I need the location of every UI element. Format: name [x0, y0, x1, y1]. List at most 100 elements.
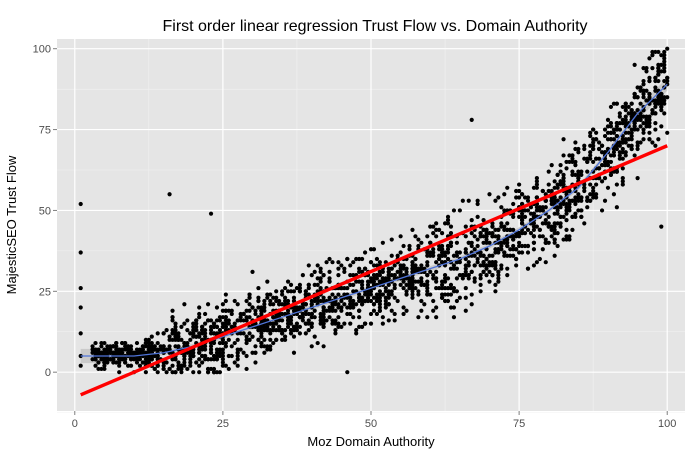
data-point	[617, 114, 622, 119]
data-point	[339, 324, 344, 329]
data-point	[608, 104, 614, 110]
data-point	[564, 211, 569, 216]
data-point	[641, 121, 646, 126]
data-point	[620, 121, 625, 126]
data-point	[146, 340, 151, 346]
data-point	[389, 253, 394, 258]
data-point	[247, 308, 252, 313]
data-point	[194, 321, 199, 326]
data-point	[425, 315, 430, 320]
data-point	[528, 230, 534, 236]
data-point	[386, 276, 391, 281]
data-point	[155, 370, 160, 375]
data-point	[294, 305, 300, 310]
data-point	[428, 240, 433, 245]
data-point	[203, 334, 208, 339]
data-point	[392, 318, 397, 323]
data-point	[419, 282, 424, 287]
data-point	[365, 282, 371, 287]
data-point	[519, 218, 525, 223]
data-point	[380, 269, 385, 274]
data-point	[629, 127, 634, 132]
data-point	[188, 360, 193, 365]
data-point	[558, 205, 563, 210]
data-point	[531, 211, 537, 216]
data-point	[514, 234, 519, 239]
data-point	[419, 263, 424, 268]
data-point	[182, 360, 187, 365]
data-point	[223, 308, 228, 313]
data-point	[312, 282, 317, 287]
data-point	[546, 240, 551, 245]
data-point	[256, 305, 261, 310]
data-point	[78, 331, 83, 336]
data-point	[588, 182, 593, 187]
data-point	[371, 295, 377, 300]
data-point	[185, 328, 190, 333]
data-point	[155, 363, 160, 368]
data-point	[517, 195, 522, 200]
data-point	[662, 66, 667, 71]
data-point	[608, 159, 614, 165]
data-point	[90, 350, 95, 355]
data-point	[354, 256, 359, 262]
data-point	[262, 308, 267, 313]
data-point	[111, 344, 116, 349]
data-point	[146, 347, 151, 352]
data-point	[194, 318, 199, 323]
data-point	[327, 279, 332, 284]
data-point	[102, 347, 107, 352]
data-point	[505, 240, 510, 245]
data-point	[324, 308, 329, 313]
data-point	[620, 137, 625, 142]
data-point	[395, 269, 400, 274]
data-point	[365, 295, 371, 300]
data-point	[594, 195, 599, 200]
data-point	[217, 328, 223, 333]
data-point	[570, 159, 575, 165]
data-point	[422, 282, 427, 287]
data-point	[431, 308, 436, 313]
data-point	[327, 269, 332, 274]
data-point	[543, 221, 548, 226]
data-point	[475, 214, 480, 220]
data-point	[241, 331, 246, 336]
data-point	[191, 334, 196, 339]
data-point	[454, 266, 460, 271]
data-point	[191, 350, 196, 355]
data-point	[143, 370, 148, 375]
data-point	[244, 315, 249, 320]
data-point	[401, 305, 406, 310]
data-point	[182, 340, 187, 346]
data-point	[463, 263, 468, 268]
data-point	[644, 121, 649, 126]
data-point	[552, 211, 557, 216]
data-point	[434, 234, 439, 239]
data-point	[605, 163, 611, 168]
data-point	[582, 188, 587, 194]
data-point	[354, 302, 359, 307]
data-point	[197, 363, 202, 368]
data-point	[365, 298, 371, 304]
data-point	[371, 263, 377, 268]
data-point	[134, 347, 140, 352]
data-point	[99, 344, 104, 349]
data-point	[502, 227, 507, 232]
data-point	[478, 234, 483, 239]
data-point	[268, 344, 273, 349]
data-point	[434, 260, 439, 265]
data-point	[401, 273, 406, 278]
data-point	[357, 298, 362, 304]
data-point	[614, 133, 619, 139]
data-point	[540, 205, 545, 210]
data-point	[220, 357, 225, 362]
data-point	[525, 243, 531, 249]
data-point	[552, 230, 557, 236]
data-point	[431, 298, 436, 304]
x-tick-label: 100	[658, 418, 676, 430]
data-point	[111, 360, 116, 365]
data-point	[620, 179, 625, 184]
data-point	[662, 69, 667, 74]
data-point	[170, 363, 175, 368]
data-point	[635, 140, 640, 145]
